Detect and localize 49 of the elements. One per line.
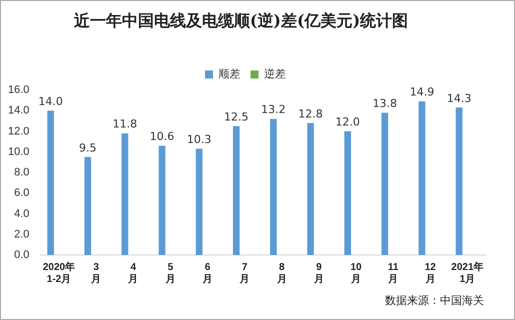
bar [47, 110, 54, 255]
bar [270, 118, 277, 255]
x-tick-label: 8 月 [276, 262, 287, 285]
y-tick-label: 0.0 [14, 249, 30, 262]
bar [418, 101, 426, 255]
y-tick-label: 6.0 [14, 187, 30, 200]
data-label: 13.8 [372, 97, 398, 110]
legend-label: 顺差 [218, 68, 240, 81]
x-tick-label: 11 月 [387, 262, 399, 285]
x-tick-label: 6 月 [202, 262, 213, 285]
data-label: 9.5 [79, 141, 97, 154]
data-label: 12.5 [224, 110, 249, 124]
x-tick-label: 5 月 [164, 262, 176, 285]
bar [232, 126, 240, 255]
bar [84, 157, 92, 255]
x-tick-label: 3 月 [90, 262, 102, 285]
data-label: 14.9 [410, 86, 434, 99]
bar [344, 131, 352, 255]
x-tick-label: 2020年 1-2月 [42, 260, 76, 285]
bar [307, 123, 314, 255]
x-tick-label: 2021年 1月 [451, 260, 484, 285]
y-tick-label: 2.0 [14, 228, 30, 240]
chart-title: 近一年中国电线及电缆顺(逆)差(亿美元)统计图 [72, 10, 410, 32]
bar [158, 146, 166, 255]
data-label: 10.3 [186, 133, 212, 146]
y-tick-label: 4.0 [14, 208, 30, 220]
bar [381, 112, 388, 255]
x-tick-label: 7 月 [238, 262, 250, 285]
x-tick-label: 9 月 [312, 262, 324, 285]
data-label: 14.0 [38, 94, 63, 108]
y-tick-label: 8.0 [14, 166, 30, 179]
source-note: 数据来源：中国海关 [385, 293, 484, 308]
x-tick-label: 10 月 [350, 262, 362, 285]
data-label: 12.0 [335, 116, 360, 129]
y-tick-label: 12.0 [8, 125, 30, 138]
data-label: 12.8 [298, 107, 323, 120]
data-label: 10.6 [150, 130, 174, 144]
bar [196, 148, 202, 255]
bar [456, 108, 462, 255]
y-tick-label: 14.0 [8, 104, 30, 117]
data-label: 14.3 [446, 92, 472, 105]
bar [122, 133, 128, 255]
data-label: 11.8 [112, 118, 138, 131]
data-label: 13.2 [261, 103, 286, 116]
x-tick-label: 4 月 [127, 262, 138, 285]
legend-label: 逆差 [264, 68, 286, 81]
y-tick-label: 16.0 [8, 84, 30, 96]
x-tick-label: 12 月 [424, 262, 436, 285]
y-tick-label: 10.0 [8, 146, 30, 158]
